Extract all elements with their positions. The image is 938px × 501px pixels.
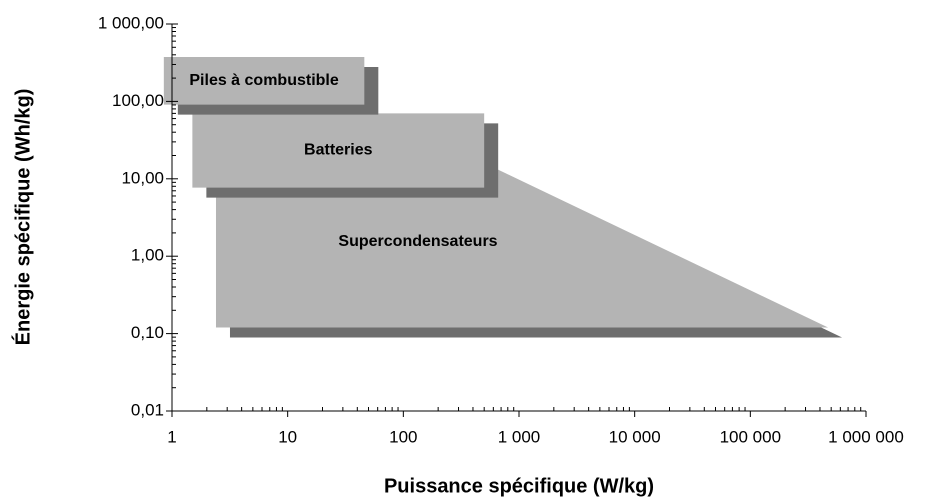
y-tick-label: 100,00 (112, 91, 164, 110)
x-tick-label: 1 (167, 427, 176, 446)
region-label: Batteries (304, 142, 373, 159)
region (192, 113, 485, 188)
region-label: Piles à combustible (189, 72, 338, 89)
y-tick-label: 1 000,00 (98, 13, 164, 32)
x-axis-label: Puissance spécifique (W/kg) (384, 475, 654, 497)
region (215, 163, 829, 328)
y-tick-label: 10,00 (121, 168, 164, 187)
y-tick-label: 1,00 (131, 246, 164, 265)
y-tick-label: 0,01 (131, 400, 164, 419)
x-tick-label: 100 (389, 427, 417, 446)
region (163, 56, 365, 105)
x-tick-label: 1 000 (498, 427, 541, 446)
x-tick-label: 10 000 (609, 427, 661, 446)
x-tick-label: 10 (278, 427, 297, 446)
y-axis-label: Énergie spécifique (Wh/kg) (11, 89, 34, 346)
x-tick-label: 1 000 000 (828, 427, 904, 446)
y-tick-label: 0,10 (131, 323, 164, 342)
x-tick-label: 100 000 (720, 427, 781, 446)
region-label: Supercondensateurs (338, 233, 497, 250)
